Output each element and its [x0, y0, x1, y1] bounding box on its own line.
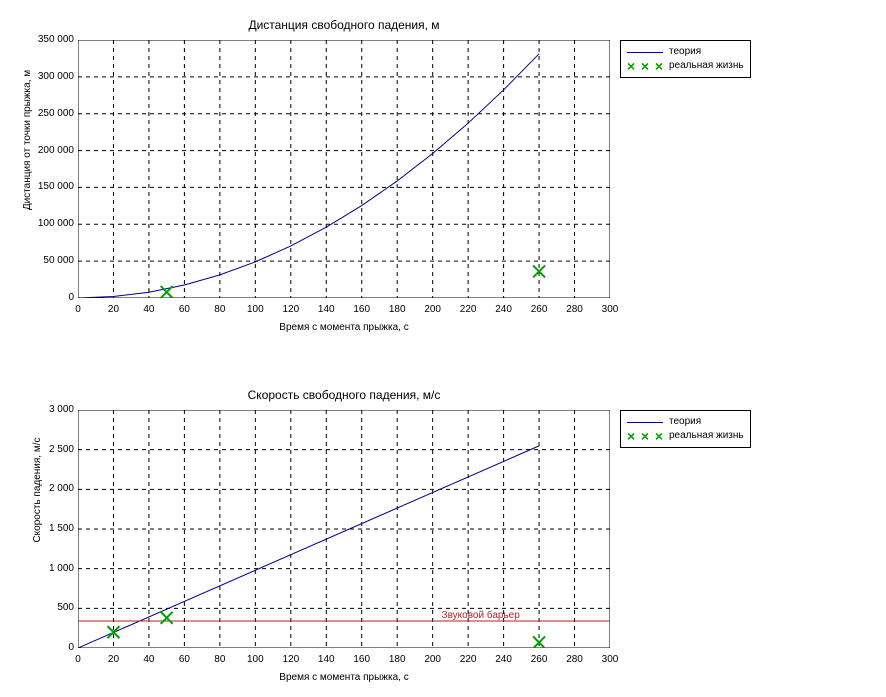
x-tick-label: 20: [101, 654, 125, 665]
x-tick-label: 120: [279, 654, 303, 665]
chart2-xlabel: Время с момента прыжка, с: [78, 672, 610, 683]
y-tick-label: 1 000: [49, 563, 74, 574]
x-tick-label: 40: [137, 654, 161, 665]
x-tick-label: 180: [385, 654, 409, 665]
x-tick-label: 240: [492, 654, 516, 665]
x-tick-label: 140: [314, 654, 338, 665]
y-tick-label: 500: [57, 602, 74, 613]
figure: Дистанция свободного падения, м Дистанци…: [0, 0, 886, 697]
y-tick-label: 2 000: [49, 483, 74, 494]
x-tick-label: 80: [208, 654, 232, 665]
svg-text:Звуковой барьер: Звуковой барьер: [442, 609, 521, 621]
x-tick-label: 300: [598, 654, 622, 665]
x-tick-label: 60: [172, 654, 196, 665]
y-tick-label: 2 500: [49, 444, 74, 455]
x-tick-label: 100: [243, 654, 267, 665]
y-tick-label: 0: [68, 642, 74, 653]
chart2-legend-row-1: ××× реальная жизнь: [627, 429, 744, 443]
x-tick-label: 220: [456, 654, 480, 665]
chart2-legend-row-0: теория: [627, 415, 744, 429]
x-marker-icon: ×××: [627, 429, 663, 443]
y-tick-label: 1 500: [49, 523, 74, 534]
x-tick-label: 280: [563, 654, 587, 665]
y-tick-label: 3 000: [49, 404, 74, 415]
line-icon: [627, 422, 663, 423]
chart2-title: Скорость свободного падения, м/с: [78, 388, 610, 402]
chart2-legend: теория ××× реальная жизнь: [620, 410, 751, 448]
chart2-svg: Звуковой барьер: [78, 410, 610, 648]
x-tick-label: 160: [350, 654, 374, 665]
chart2-ylabel: Скорость падения, м/с: [32, 390, 43, 590]
chart2-panel: Скорость свободного падения, м/с Скорост…: [0, 0, 886, 697]
x-tick-label: 260: [527, 654, 551, 665]
chart2-legend-label-0: теория: [669, 415, 701, 429]
chart2-legend-label-1: реальная жизнь: [669, 429, 744, 443]
x-tick-label: 0: [66, 654, 90, 665]
x-tick-label: 200: [421, 654, 445, 665]
